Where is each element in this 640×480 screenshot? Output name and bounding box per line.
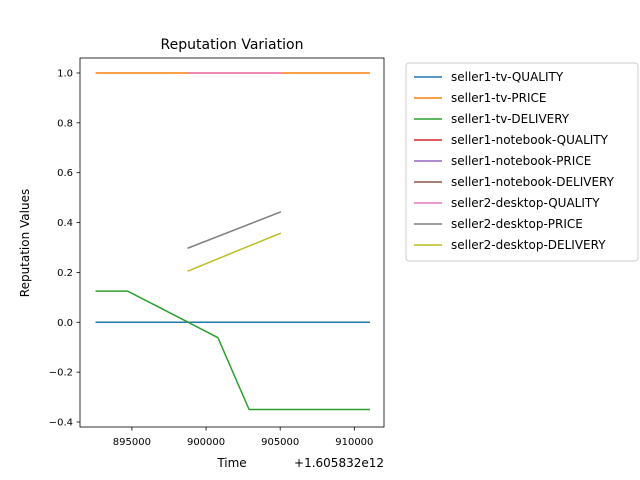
y-axis-label: Reputation Values bbox=[18, 189, 32, 297]
x-tick-label: 895000 bbox=[113, 437, 151, 448]
axes: −0.4 −0.2 0.0 0.2 0.4 0.6 0.8 1.0 895000 900000 90… bbox=[49, 57, 385, 448]
axes-frame bbox=[79, 57, 385, 428]
y-tick-label: 0.4 bbox=[57, 218, 73, 229]
y-tick-label: 1.0 bbox=[57, 68, 73, 79]
series-line-2 bbox=[95, 290, 370, 411]
y-tick-label: −0.4 bbox=[49, 418, 73, 429]
x-tick-label: 900000 bbox=[187, 437, 225, 448]
series-line-7 bbox=[187, 211, 282, 249]
plot-background bbox=[80, 58, 384, 427]
legend-label: seller1-tv-PRICE bbox=[451, 91, 546, 105]
y-tick-label: 0.8 bbox=[57, 118, 73, 129]
series-line-8 bbox=[187, 232, 282, 272]
y-tick-label: 0.0 bbox=[57, 318, 73, 329]
x-axis-label: Time bbox=[216, 456, 246, 470]
y-tick-label: 0.6 bbox=[57, 168, 73, 179]
legend-label: seller1-tv-DELIVERY bbox=[451, 112, 570, 126]
y-tick-label: −0.2 bbox=[49, 368, 73, 379]
y-tick-label: 0.2 bbox=[57, 268, 73, 279]
x-axis-offset-label: +1.605832e12 bbox=[294, 456, 384, 470]
legend: seller1-tv-QUALITY seller1-tv-PRICE seller… bbox=[405, 62, 639, 262]
legend-label: seller2-desktop-PRICE bbox=[451, 217, 583, 231]
x-tick-label: 905000 bbox=[261, 437, 299, 448]
legend-label: seller2-desktop-DELIVERY bbox=[451, 238, 606, 252]
legend-label: seller1-tv-QUALITY bbox=[451, 70, 564, 84]
series-group bbox=[95, 72, 370, 411]
legend-label: seller1-notebook-PRICE bbox=[451, 154, 591, 168]
legend-box bbox=[405, 62, 639, 262]
plot-area bbox=[80, 58, 384, 427]
legend-label: seller1-notebook-DELIVERY bbox=[451, 175, 615, 189]
chart-title: Reputation Variation bbox=[161, 37, 304, 53]
legend-label: seller1-notebook-QUALITY bbox=[451, 133, 609, 147]
x-tick-label: 910000 bbox=[335, 437, 373, 448]
legend-label: seller2-desktop-QUALITY bbox=[451, 196, 600, 210]
